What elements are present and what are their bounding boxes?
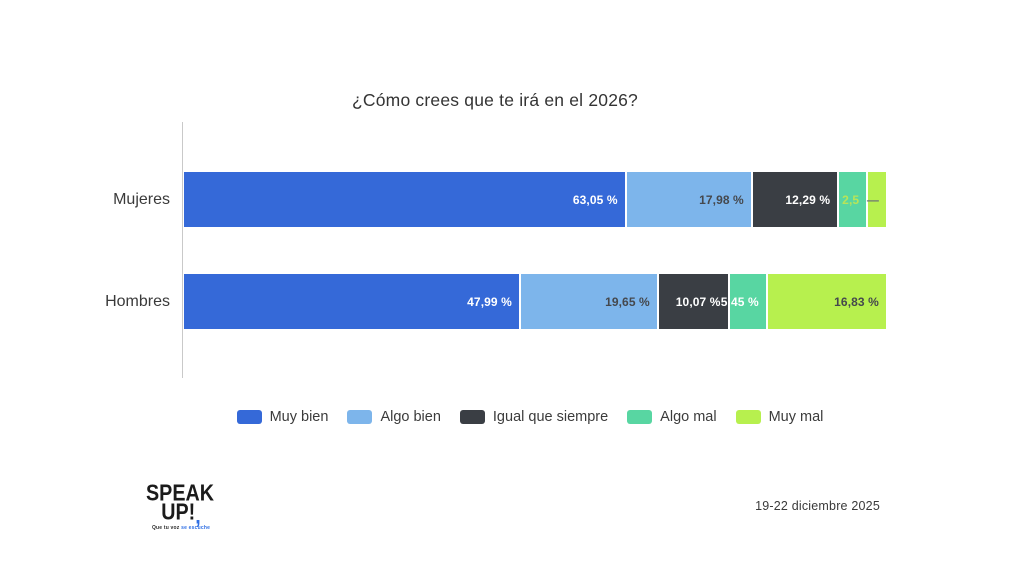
legend-swatch — [236, 410, 262, 424]
chart-title: ¿Cómo crees que te irá en el 2026? — [352, 90, 638, 110]
logo-up-label: UP! — [161, 500, 196, 525]
segment-value-label: 2,5 — [842, 192, 860, 207]
category-label: Hombres — [105, 292, 170, 310]
bar-segment-muy-bien: 47,99 % — [184, 274, 521, 329]
legend-item-algo-mal: Algo mal — [627, 409, 717, 425]
segment-value-label: 19,65 % — [605, 294, 650, 309]
bar-segment-algo-mal: 5,45 % — [721, 274, 768, 329]
logo-speak-text: SPEAK — [146, 480, 215, 506]
logo-tagline: Que tu voz se escuche — [146, 525, 216, 531]
bar-segment-muy-mal: 16,83 % — [767, 274, 886, 329]
logo-comma-mark: , — [195, 504, 201, 530]
speakup-logo: SPEAK UP!, Que tu voz se escuche — [146, 480, 216, 532]
segment-value-label: 17,98 % — [699, 192, 744, 207]
bar-segment-algo-bien: 19,65 % — [520, 274, 659, 329]
bar-segment-muy-mal: — — [866, 172, 886, 227]
bar-segment-algo-bien: 17,98 % — [626, 172, 753, 227]
bar-segment-igual-que-siempre: 10,07 % — [658, 274, 730, 329]
bar-track: 47,99 % 19,65 % 10,07 % 5,45 % 16,83 % — [184, 274, 886, 329]
legend-item-igual-que-siempre: Igual que siempre — [459, 409, 609, 425]
legend-item-muy-bien: Muy bien — [236, 409, 329, 425]
segment-value-label: — — [866, 192, 879, 207]
segment-value-label: 47,99 % — [467, 294, 512, 309]
legend-label: Muy bien — [269, 409, 329, 425]
y-axis-line — [182, 122, 183, 378]
bar-segment-algo-mal: 2,5 — [839, 172, 869, 227]
bar-segment-igual-que-siempre: 12,29 % — [752, 172, 840, 227]
legend-swatch — [347, 410, 373, 424]
bar-row-mujeres: Mujeres 63,05 % 17,98 % 12,29 % 2,5 — — [0, 172, 886, 227]
legend-swatch — [459, 410, 485, 424]
segment-value-label: 63,05 % — [572, 192, 618, 207]
category-label: Mujeres — [113, 190, 170, 208]
legend-label: Algo bien — [380, 409, 441, 425]
bar-row-hombres: Hombres 47,99 % 19,65 % 10,07 % 5,45 % 16,83 … — [0, 274, 886, 329]
segment-value-label: 10,07 % — [675, 294, 721, 309]
bar-track: 63,05 % 17,98 % 12,29 % 2,5 — — [184, 172, 886, 227]
legend-label: Igual que siempre — [492, 409, 609, 425]
legend: Muy bien Algo bien Igual que siempre Algo m… — [18, 409, 1024, 425]
legend-label: Algo mal — [660, 409, 717, 425]
legend-swatch — [735, 410, 761, 424]
legend-label: Muy mal — [768, 409, 824, 425]
bar-segment-muy-bien: 63,05 % — [184, 172, 627, 227]
logo-tagline-dark: Que tu voz — [151, 525, 180, 532]
segment-value-label: 5,45 % — [720, 294, 759, 309]
logo-tagline-blue: se escuche — [181, 525, 211, 532]
legend-item-muy-mal: Muy mal — [735, 409, 824, 425]
date-range: 19-22 diciembre 2025 — [755, 499, 880, 513]
logo-up-text: UP!, — [148, 500, 214, 528]
legend-item-algo-bien: Algo bien — [347, 409, 441, 425]
segment-value-label: 16,83 % — [834, 294, 879, 309]
segment-value-label: 12,29 % — [785, 192, 831, 207]
legend-swatch — [627, 410, 653, 424]
